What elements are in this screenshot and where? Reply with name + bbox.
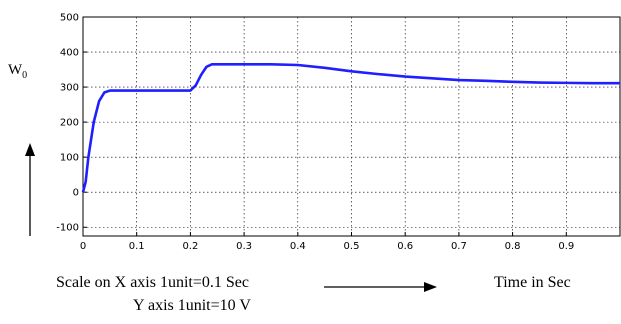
x-ticks: 0 0.1 0.2 0.3 0.4 0.5 0.6 0.7 0.8 0.9 xyxy=(80,232,574,252)
x-tick-label: 0 xyxy=(80,241,86,252)
x-tick-label: 0.2 xyxy=(182,241,198,252)
series-line xyxy=(81,63,620,193)
x-tick-label: 0.7 xyxy=(451,241,467,252)
x-arrow-head xyxy=(424,282,437,292)
x-tick-label: 0.3 xyxy=(236,241,252,252)
x-tick-label: 0.6 xyxy=(397,241,413,252)
y-tick-label: 400 xyxy=(60,48,79,59)
y-tick-label: 500 xyxy=(60,13,79,24)
y-tick-label: 0 xyxy=(73,188,79,199)
y-scale-note: Y axis 1unit=10 V xyxy=(133,297,251,314)
y-tick-label: 300 xyxy=(60,83,79,94)
y-arrow-head xyxy=(25,143,35,156)
grid xyxy=(82,16,620,236)
time-label: Time in Sec xyxy=(494,274,571,291)
x-tick-label: 0.4 xyxy=(290,241,306,252)
y-tick-label: 100 xyxy=(60,153,79,164)
y-ticks: -100 0 100 200 300 400 500 xyxy=(56,13,87,234)
x-tick-label: 0.1 xyxy=(129,241,145,252)
y-axis-label-main: W xyxy=(8,62,23,78)
plot-area xyxy=(82,16,621,237)
x-tick-label: 0.9 xyxy=(558,241,574,252)
y-axis-label: W0 xyxy=(8,62,27,81)
y-tick-label: 200 xyxy=(60,118,79,129)
x-scale-note: Scale on X axis 1unit=0.1 Sec xyxy=(56,274,249,291)
x-tick-label: 0.8 xyxy=(505,241,521,252)
x-tick-label: 0.5 xyxy=(344,241,360,252)
y-tick-label: -100 xyxy=(56,223,79,234)
y-axis-label-sub: 0 xyxy=(22,70,28,81)
